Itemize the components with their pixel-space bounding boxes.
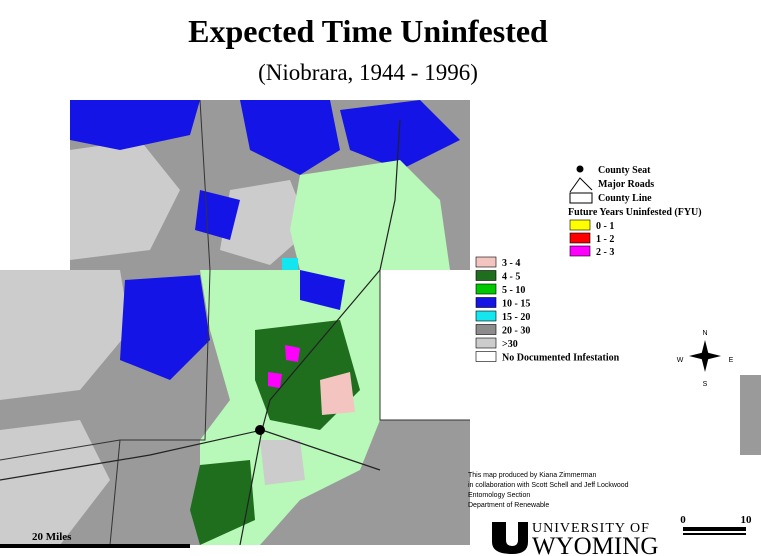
legend-swatch [475, 337, 497, 349]
legend-symbol [576, 165, 584, 173]
county-seat [255, 425, 265, 435]
legend-swatch [569, 245, 591, 257]
legend-label: County Line [598, 193, 652, 204]
legend-symbol [569, 192, 593, 204]
scale-bar [683, 533, 746, 535]
compass: N S W E [677, 330, 734, 388]
legend-swatch [475, 297, 497, 308]
map-region [260, 440, 305, 485]
legend-label: 4 - 5 [502, 272, 520, 283]
legend-label: Major Roads [598, 179, 654, 190]
map-title: Expected Time Uninfested [188, 13, 548, 49]
legend-label: 5 - 10 [502, 285, 525, 296]
legend-swatch [475, 270, 497, 281]
legend-swatch [475, 310, 497, 322]
legend-label: County Seat [598, 165, 651, 176]
credit-line: Department of Renewable [468, 502, 549, 509]
map-region [290, 160, 450, 270]
scale-label: 20 Miles [32, 531, 72, 543]
map-region [190, 460, 255, 545]
compass-label: N [702, 330, 707, 337]
legend-label: 15 - 20 [502, 312, 530, 323]
legend-swatch [569, 219, 591, 231]
map-region [120, 275, 210, 380]
credit-line: Entomology Section [468, 492, 530, 499]
legend-swatch [475, 283, 497, 295]
logo-mark [492, 522, 528, 554]
scale-label: 0 [680, 514, 686, 526]
legend-swatch [569, 232, 591, 244]
major-road [0, 429, 381, 481]
legend: County Seat Major Roads County Line Futu… [475, 165, 702, 364]
legend-label: 2 - 3 [596, 247, 614, 258]
map [0, 99, 761, 546]
legend-label: 10 - 15 [502, 299, 530, 310]
legend-label: 0 - 1 [596, 221, 614, 232]
map-region [0, 270, 130, 400]
map-region [70, 100, 200, 150]
map-region [0, 420, 110, 545]
map-region [340, 100, 460, 170]
scale-bar [0, 544, 190, 548]
map-region [300, 270, 345, 310]
legend-swatch [475, 351, 497, 362]
compass-label: W [677, 357, 684, 364]
credits: This map produced by Kiana Zimmerman in … [468, 472, 629, 509]
map-region [220, 180, 310, 265]
map-region [285, 345, 300, 362]
legend-heading: Future Years Uninfested (FYU) [568, 207, 702, 218]
map-region [240, 100, 340, 175]
map-region [320, 372, 355, 415]
scale-label: 10 [741, 514, 753, 526]
legend-label: 1 - 2 [596, 234, 614, 245]
legend-swatch [475, 324, 497, 335]
legend-label: 20 - 30 [502, 326, 530, 337]
major-road [239, 119, 401, 546]
map-region [268, 372, 282, 388]
legend-label: >30 [502, 339, 518, 350]
legend-label: 3 - 4 [502, 258, 520, 269]
scale-bar [683, 527, 746, 531]
compass-label: S [703, 381, 708, 388]
legend-label: No Documented Infestation [502, 353, 620, 364]
map-subtitle: (Niobrara, 1944 - 1996) [258, 60, 478, 85]
county-line [379, 270, 470, 421]
credit-line: This map produced by Kiana Zimmerman [468, 472, 596, 479]
compass-label: E [729, 357, 734, 364]
legend-swatch [475, 256, 497, 268]
map-region [740, 375, 761, 455]
logo-text: WYOMING [532, 533, 658, 556]
county-line [109, 99, 211, 546]
map-region [70, 140, 180, 260]
map-region [380, 270, 470, 420]
map-region [282, 258, 298, 270]
county-line [0, 439, 121, 461]
logo-text: UNIVERSITY OF [532, 521, 650, 536]
compass-rose [689, 352, 721, 360]
legend-symbol [569, 177, 593, 193]
credit-line: in collaboration with Scott Schell and J… [468, 482, 629, 489]
map-frame [0, 545, 470, 556]
university-logo: UNIVERSITY OF WYOMING [492, 521, 658, 556]
